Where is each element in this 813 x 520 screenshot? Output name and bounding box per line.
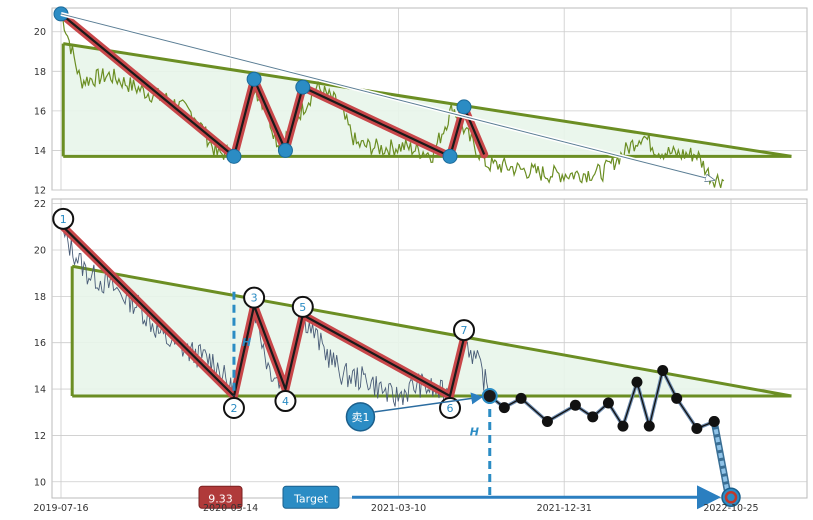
bottom-panel-ytick-label: 14: [34, 385, 46, 396]
top-trend-arrow: [60, 13, 714, 180]
projection-start-point: [708, 416, 720, 428]
top-panel-ytick-label: 14: [34, 146, 46, 157]
zigzag-point-label: 3: [251, 292, 258, 305]
zigzag-point-label: 1: [60, 213, 67, 226]
x-tick-label: 2020-05-14: [203, 503, 258, 514]
zigzag-point-label: 6: [447, 402, 454, 415]
zigzag-point-marker: [274, 390, 297, 413]
zigzag-point-label: 7: [461, 324, 468, 337]
zigzag-point-marker: [291, 295, 314, 318]
bottom-panel-ytick-label: 18: [34, 292, 46, 303]
post-breakout-point: [587, 411, 599, 423]
post-breakout-point: [617, 420, 629, 432]
top-turning-point: [226, 148, 242, 164]
post-breakout-point: [657, 365, 669, 377]
post-breakout-point: [631, 376, 643, 388]
target-point-inner: [724, 491, 738, 504]
top-panel-ytick-label: 12: [34, 186, 46, 197]
x-tick-label: 2021-03-10: [371, 503, 426, 514]
zigzag-point-label: 4: [282, 395, 289, 408]
post-breakout-point: [602, 397, 614, 409]
sell-signal-arrow: [374, 392, 484, 413]
top-turning-point: [442, 148, 458, 164]
zigzag-point-marker: [453, 319, 476, 342]
x-tick-label: 2019-07-16: [33, 503, 88, 514]
top-turning-point: [246, 71, 262, 87]
target-value-label: 9.33: [208, 492, 233, 505]
top-turning-point: [277, 142, 293, 158]
zigzag-point-marker: [52, 207, 75, 230]
post-breakout-point: [643, 420, 655, 432]
x-tick-label: 2022-10-25: [703, 503, 758, 514]
bottom-panel-ytick-label: 20: [34, 245, 46, 256]
target-button-label: Target: [293, 492, 329, 505]
target-point-outer: [721, 487, 741, 508]
post-breakout-point: [691, 422, 703, 434]
x-tick-label: 2021-12-31: [537, 503, 592, 514]
top-triangle-upper-edge: [63, 42, 792, 158]
post-breakout-point: [671, 392, 683, 404]
sell-signal-marker: [345, 402, 376, 432]
zigzag-point-label: 2: [230, 402, 237, 415]
top-turning-point: [295, 79, 311, 95]
breakout-marker-label: H: [470, 425, 479, 438]
bottom-panel-ytick-label: 12: [34, 431, 46, 442]
bottom-triangle-upper-edge: [71, 264, 792, 398]
post-breakout-point: [541, 416, 553, 428]
post-breakout-point: [498, 402, 510, 414]
bottom-panel-ytick-label: 22: [34, 199, 46, 210]
bottom-panel-ytick-label: 16: [34, 338, 46, 349]
top-panel-ytick-label: 20: [34, 27, 46, 38]
target-button: [282, 485, 340, 509]
zigzag-point-marker: [439, 397, 462, 420]
sell-signal-label: 卖1: [351, 411, 369, 424]
zigzag-point-label: 5: [299, 301, 306, 314]
zigzag-point-marker: [222, 397, 245, 420]
target-value-badge: [198, 485, 243, 509]
post-breakout-point: [515, 392, 527, 404]
top-panel-ytick-label: 18: [34, 67, 46, 78]
top-turning-point: [456, 99, 472, 115]
post-breakout-point: [569, 399, 581, 411]
zigzag-point-marker: [243, 286, 266, 309]
height-marker-label: H: [242, 336, 251, 349]
top-panel-ytick-label: 16: [34, 106, 46, 117]
bottom-panel-ytick-label: 10: [34, 477, 46, 488]
projection-arrow: [712, 421, 729, 490]
breakout-point: [481, 388, 498, 405]
